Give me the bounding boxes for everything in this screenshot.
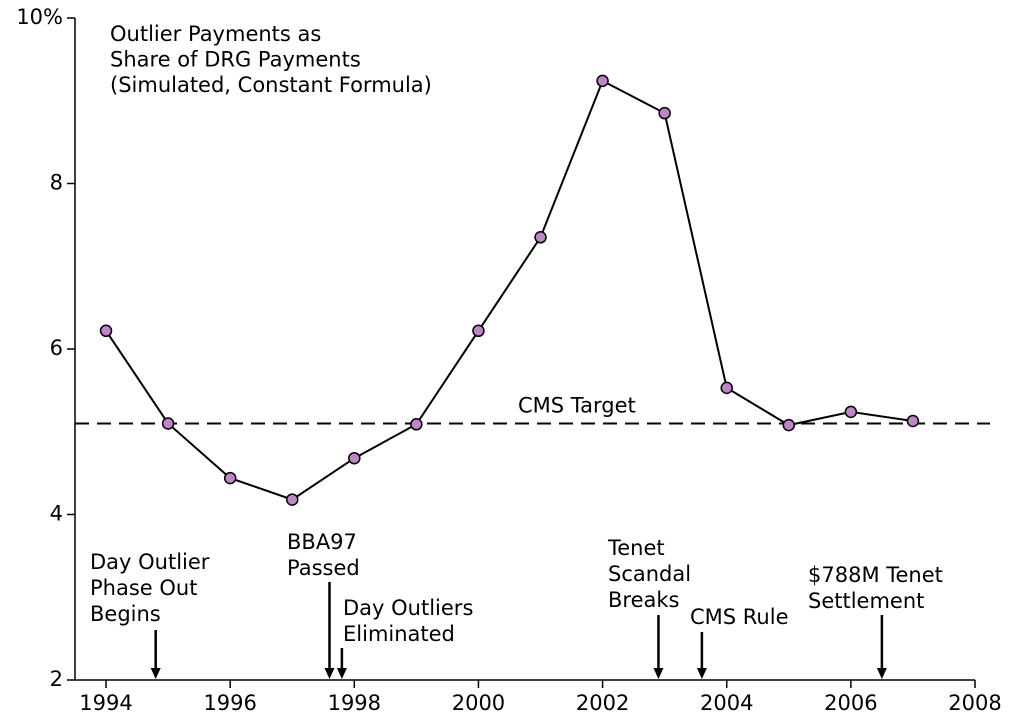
data-point: [348, 451, 361, 465]
x-tick-label: 2002: [576, 691, 629, 715]
data-point: [596, 74, 609, 88]
chart-title: Share of DRG Payments: [110, 48, 361, 72]
annotation-text: Begins: [90, 602, 161, 626]
data-point: [906, 414, 920, 428]
data-point: [472, 324, 485, 338]
data-point: [782, 418, 796, 432]
data-point: [534, 231, 547, 244]
annotation-text: Passed: [287, 556, 360, 580]
annotation-arrowhead: [324, 668, 335, 679]
x-tick-label: 1998: [328, 691, 381, 715]
annotation-text: BBA97: [287, 530, 357, 554]
annotation-text: Tenet: [607, 536, 665, 560]
x-tick-label: 2006: [824, 691, 877, 715]
x-tick-label: 1994: [79, 691, 132, 715]
annotation-text: CMS Rule: [690, 605, 789, 629]
y-tick-label: 2: [50, 667, 63, 691]
annotation-text: $788M Tenet: [808, 563, 943, 587]
chart-title: (Simulated, Constant Formula): [110, 73, 432, 97]
annotation-text: Phase Out: [90, 576, 197, 600]
data-point: [161, 417, 175, 430]
annotation-arrowhead: [336, 668, 347, 679]
annotation-text: Breaks: [608, 588, 679, 612]
data-point: [223, 471, 237, 485]
data-line: [105, 79, 914, 501]
annotation-text: Scandal: [608, 562, 691, 586]
annotation-arrowhead: [653, 668, 664, 679]
annotation-text: Eliminated: [343, 622, 455, 646]
annotation-text: Day Outliers: [343, 596, 473, 620]
x-tick-label: 2000: [452, 691, 505, 715]
data-point: [658, 106, 671, 120]
data-point: [99, 324, 113, 338]
data-point: [844, 405, 858, 419]
data-point: [720, 381, 733, 395]
y-tick-label: 6: [50, 336, 63, 360]
y-tick-label: 4: [50, 502, 63, 526]
chart-title: Outlier Payments as: [110, 22, 321, 46]
data-point: [285, 493, 299, 506]
annotation-arrowhead: [876, 668, 887, 679]
y-tick-label: 8: [50, 171, 63, 195]
annotation-text: Settlement: [808, 589, 924, 613]
data-point: [410, 418, 423, 431]
x-tick-label: 2008: [948, 691, 1001, 715]
y-tick-label: 10%: [16, 5, 63, 29]
x-tick-label: 1996: [203, 691, 256, 715]
annotation-arrowhead: [150, 668, 161, 679]
x-tick-label: 2004: [700, 691, 753, 715]
annotation-arrowhead: [696, 668, 707, 679]
reference-label: CMS Target: [518, 393, 636, 417]
annotation-text: Day Outlier: [90, 550, 210, 574]
